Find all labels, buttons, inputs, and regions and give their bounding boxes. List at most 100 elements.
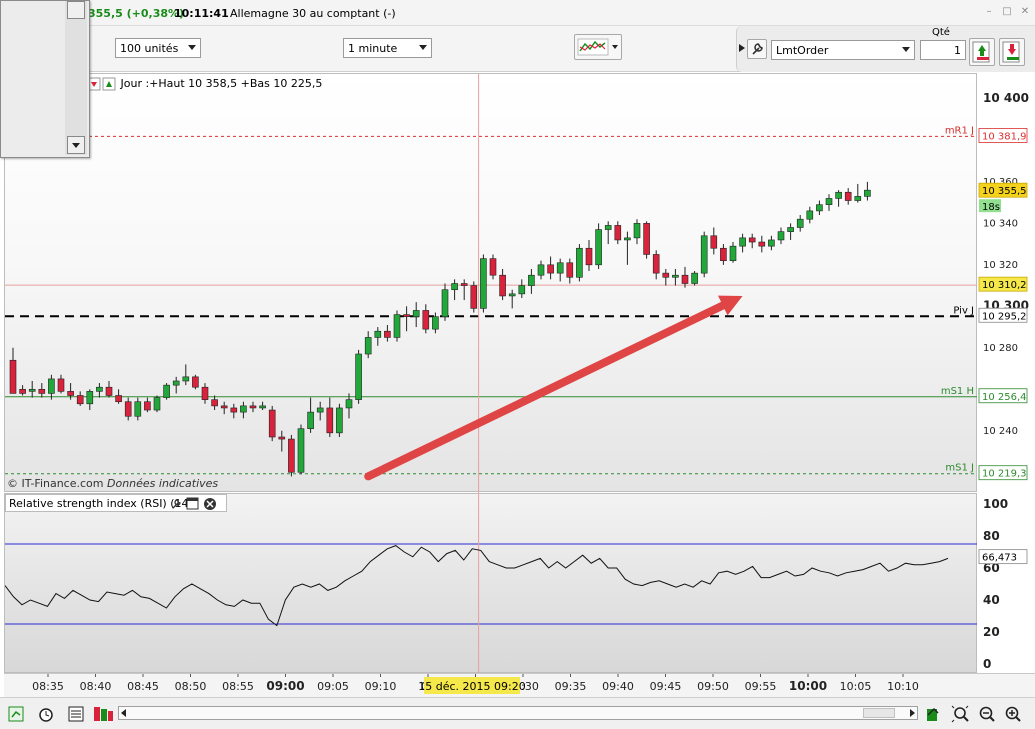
candle-body (115, 395, 122, 403)
time-tick-label: 08:35 (32, 680, 64, 693)
candle-body (211, 399, 218, 407)
candle-body (297, 428, 305, 473)
trend-arrow-shaft (364, 301, 727, 481)
rsi-chart-svg[interactable] (5, 494, 978, 674)
horizontal-scrollbar[interactable] (118, 706, 918, 720)
maximize-icon[interactable]: □ (1002, 6, 1012, 17)
candle-body (528, 274, 535, 286)
floating-list-panel[interactable] (0, 0, 90, 158)
price-chart-svg[interactable]: mR1 J Piv J mS1 H mS1 J (5, 74, 978, 493)
buy-arrow-icon (972, 41, 990, 63)
candle-body (662, 272, 670, 278)
candle-body (672, 274, 679, 278)
timer-box (979, 199, 1001, 213)
rsi-tick-label: 0 (983, 657, 991, 671)
candle-body (316, 407, 324, 413)
timeframe-select[interactable]: 1 minute (343, 38, 432, 58)
buy-button[interactable] (969, 38, 995, 66)
quantity-select-value: 100 unités (120, 42, 179, 55)
candle-body (643, 223, 650, 255)
candle-body (796, 218, 804, 228)
rsi-panel-controls[interactable] (170, 497, 224, 511)
price-axis[interactable]: 10 400 10 360 10 340 10 320 10 300 10 280 10 2… (977, 73, 1035, 492)
price-tick-label: 10 240 (983, 426, 1018, 437)
price-tick-label: 10 360 (983, 177, 1018, 188)
candle-body (278, 436, 286, 440)
rsi-panel[interactable]: Relative strength index (RSI) (14) (4, 493, 978, 674)
candle-body (105, 386, 113, 396)
cursor-time-box (424, 677, 520, 694)
list-scrollbar[interactable] (65, 1, 87, 155)
time-axis[interactable]: 08:35 08:40 08:45 08:50 08:55 09:00 09:05 09:10… (4, 673, 1035, 697)
scroll-down-button[interactable] (67, 136, 85, 154)
price-level-label: 10 295,2 (982, 311, 1027, 322)
panel-control-icons[interactable] (87, 77, 117, 91)
rsi-axis-svg: 100 80 60 40 20 0 66,473 (978, 497, 1028, 671)
rsi-tick-label: 60 (983, 561, 1000, 575)
candle-body (403, 314, 410, 317)
candle-body (576, 247, 583, 278)
chart-style-icon (577, 38, 618, 56)
candle-body (825, 198, 833, 205)
candle-body (28, 388, 36, 392)
list-view-icon (68, 706, 84, 722)
title-price-change: 355,5 (+0,38%) (88, 7, 185, 20)
chart-style-button[interactable] (574, 34, 622, 60)
candle-body (508, 293, 516, 297)
candle-body (153, 397, 161, 411)
candle-body (220, 405, 228, 409)
level-tag-label: mR1 J (945, 125, 974, 136)
scroll-right-icon[interactable] (910, 709, 915, 717)
close-icon[interactable]: ✕ (1020, 6, 1030, 17)
price-level-box (978, 276, 1028, 292)
candle-body (48, 378, 55, 394)
watermark-source: © IT-Finance.com (7, 477, 104, 490)
candle-body (9, 359, 17, 394)
scroll-thumb[interactable] (863, 708, 895, 718)
time-tick-label: 09:45 (650, 680, 682, 693)
export-chart-icon (8, 706, 24, 722)
time-tick-label: 09:05 (317, 680, 349, 693)
candle-body (777, 231, 785, 241)
candle-body (38, 388, 46, 394)
time-tick-label: 09:40 (602, 680, 634, 693)
trend-arrow-head (718, 295, 743, 316)
rsi-header: Relative strength index (RSI) (14) (5, 494, 227, 512)
chevron-down-icon (188, 45, 196, 50)
scroll-left-icon[interactable] (121, 709, 126, 717)
bottom-right-icons[interactable] (924, 703, 1034, 725)
rsi-value-label: 66,473 (982, 553, 1017, 564)
price-tick-label: 10 340 (983, 218, 1018, 229)
bottom-left-icons[interactable] (6, 703, 116, 725)
candle-body (748, 237, 756, 243)
collapse-arrow-icon[interactable] (739, 44, 745, 52)
price-chart-panel[interactable]: mR1 J Piv J mS1 H mS1 J Jour :+Haut 10 358,… (4, 73, 978, 493)
candle-body (624, 237, 631, 241)
time-tick-label: 09:10 (365, 680, 397, 693)
candle-body (230, 407, 238, 413)
indicators-icon (94, 707, 113, 721)
candle-body (19, 388, 26, 394)
candle-body (556, 262, 564, 274)
chevron-down-icon (902, 47, 910, 52)
scroll-up-button[interactable] (67, 1, 85, 19)
watermark: © IT-Finance.com Données indicatives (7, 477, 218, 490)
qty-input[interactable]: 1 (920, 40, 966, 60)
rsi-axis[interactable]: 100 80 60 40 20 0 66,473 (977, 493, 1035, 673)
candle-body (691, 272, 698, 284)
quantity-select[interactable]: 100 unités (115, 38, 201, 58)
candle-body (460, 283, 468, 286)
alarm-clock-icon (39, 708, 53, 722)
sell-button[interactable] (999, 38, 1025, 66)
price-level-label: 10 355,5 (982, 186, 1027, 197)
title-time: 10:11:41 (174, 7, 229, 20)
candle-body (441, 289, 449, 317)
candle-body (844, 191, 852, 201)
candle-body (499, 274, 506, 297)
minimize-icon[interactable]: – (986, 6, 992, 17)
price-tick-label: 10 400 (983, 91, 1029, 105)
settings-wrench-button[interactable] (747, 39, 767, 59)
order-type-select[interactable]: LmtOrder (771, 40, 915, 60)
